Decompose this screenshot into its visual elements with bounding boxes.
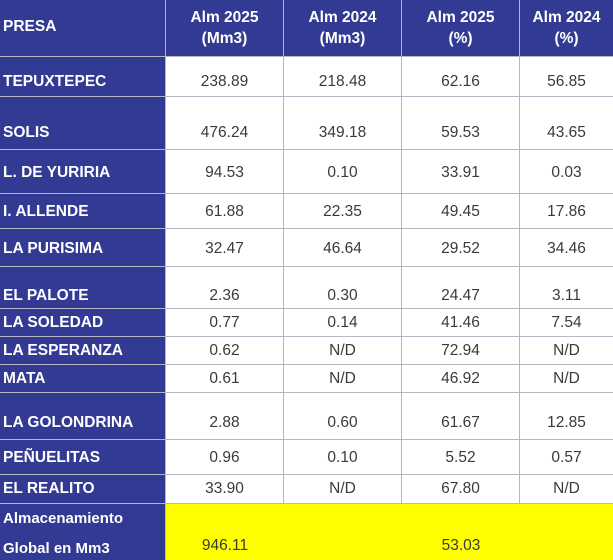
dam-name: MATA [0,365,166,393]
alm-2025-mm3-value: 238.89 [166,57,284,97]
alm-2024-pct-value: N/D [520,475,613,504]
alm-2025-mm3-value: 0.61 [166,365,284,393]
table-row: TEPUXTEPEC 238.89 218.48 62.16 56.85 [0,57,613,97]
total-alm-2024-pct-empty [520,504,613,560]
alm-2024-pct-value: 12.85 [520,393,613,440]
table-row: EL PALOTE 2.36 0.30 24.47 3.11 [0,267,613,309]
table-row: EL REALITO 33.90 N/D 67.80 N/D [0,475,613,504]
total-label: Almacenamiento Global en Mm3 [0,504,166,560]
alm-2024-mm3-value: 0.14 [284,309,402,337]
alm-2025-mm3-value: 0.96 [166,440,284,475]
alm-2024-mm3-value: N/D [284,475,402,504]
alm-2024-pct-value: 34.46 [520,229,613,267]
alm-2025-mm3-value: 476.24 [166,97,284,150]
alm-2025-pct-value: 33.91 [402,150,520,194]
alm-2024-pct-value: 56.85 [520,57,613,97]
table-row: SOLIS 476.24 349.18 59.53 43.65 [0,97,613,150]
total-row: Almacenamiento Global en Mm3 946.11 53.0… [0,504,613,560]
alm-2024-mm3-value: 218.48 [284,57,402,97]
table-row: MATA 0.61 N/D 46.92 N/D [0,365,613,393]
dam-name: LA SOLEDAD [0,309,166,337]
total-alm-2025-mm3: 946.11 [166,504,284,560]
alm-2025-pct-value: 24.47 [402,267,520,309]
alm-2024-pct-value: N/D [520,337,613,365]
alm-2024-mm3-value: 0.60 [284,393,402,440]
alm-2025-pct-value: 46.92 [402,365,520,393]
total-alm-2025-pct: 53.03 [402,504,520,560]
total-alm-2024-mm3-empty [284,504,402,560]
header-alm-2025-pct: Alm 2025 (%) [402,0,520,57]
alm-2025-pct-value: 29.52 [402,229,520,267]
alm-2025-pct-value: 59.53 [402,97,520,150]
dam-name: PEÑUELITAS [0,440,166,475]
alm-2024-mm3-value: N/D [284,337,402,365]
alm-2024-pct-value: 43.65 [520,97,613,150]
header-alm-2024-mm3: Alm 2024 (Mm3) [284,0,402,57]
alm-2024-pct-value: 0.57 [520,440,613,475]
table-row: L. DE YURIRIA 94.53 0.10 33.91 0.03 [0,150,613,194]
alm-2024-mm3-value: 46.64 [284,229,402,267]
dam-name: LA ESPERANZA [0,337,166,365]
alm-2025-mm3-value: 2.88 [166,393,284,440]
alm-2025-pct-value: 62.16 [402,57,520,97]
alm-2024-pct-value: 17.86 [520,194,613,229]
table-row: LA PURISIMA 32.47 46.64 29.52 34.46 [0,229,613,267]
header-presa: PRESA [0,0,166,57]
dam-name: L. DE YURIRIA [0,150,166,194]
alm-2025-pct-value: 41.46 [402,309,520,337]
dam-name: EL REALITO [0,475,166,504]
dam-name: TEPUXTEPEC [0,57,166,97]
alm-2024-pct-value: 3.11 [520,267,613,309]
alm-2025-pct-value: 67.80 [402,475,520,504]
alm-2025-mm3-value: 2.36 [166,267,284,309]
alm-2024-mm3-value: 0.10 [284,150,402,194]
table-row: LA ESPERANZA 0.62 N/D 72.94 N/D [0,337,613,365]
alm-2024-pct-value: N/D [520,365,613,393]
alm-2025-mm3-value: 33.90 [166,475,284,504]
dam-name: SOLIS [0,97,166,150]
dam-name: LA GOLONDRINA [0,393,166,440]
alm-2025-mm3-value: 61.88 [166,194,284,229]
alm-2024-mm3-value: 0.10 [284,440,402,475]
alm-2024-mm3-value: 22.35 [284,194,402,229]
table-row: LA SOLEDAD 0.77 0.14 41.46 7.54 [0,309,613,337]
table-row: PEÑUELITAS 0.96 0.10 5.52 0.57 [0,440,613,475]
dam-name: I. ALLENDE [0,194,166,229]
alm-2024-mm3-value: 0.30 [284,267,402,309]
alm-2025-mm3-value: 0.62 [166,337,284,365]
alm-2025-mm3-value: 32.47 [166,229,284,267]
alm-2025-mm3-value: 0.77 [166,309,284,337]
alm-2025-pct-value: 61.67 [402,393,520,440]
dam-name: EL PALOTE [0,267,166,309]
alm-2024-mm3-value: 349.18 [284,97,402,150]
header-alm-2025-mm3: Alm 2025 (Mm3) [166,0,284,57]
alm-2024-mm3-value: N/D [284,365,402,393]
dam-name: LA PURISIMA [0,229,166,267]
header-alm-2024-pct: Alm 2024 (%) [520,0,613,57]
alm-2024-pct-value: 7.54 [520,309,613,337]
alm-2025-pct-value: 72.94 [402,337,520,365]
table-row: LA GOLONDRINA 2.88 0.60 61.67 12.85 [0,393,613,440]
alm-2025-mm3-value: 94.53 [166,150,284,194]
table-row: I. ALLENDE 61.88 22.35 49.45 17.86 [0,194,613,229]
header-row: PRESA Alm 2025 (Mm3) Alm 2024 (Mm3) Alm 20… [0,0,613,57]
alm-2025-pct-value: 49.45 [402,194,520,229]
alm-2025-pct-value: 5.52 [402,440,520,475]
alm-2024-pct-value: 0.03 [520,150,613,194]
